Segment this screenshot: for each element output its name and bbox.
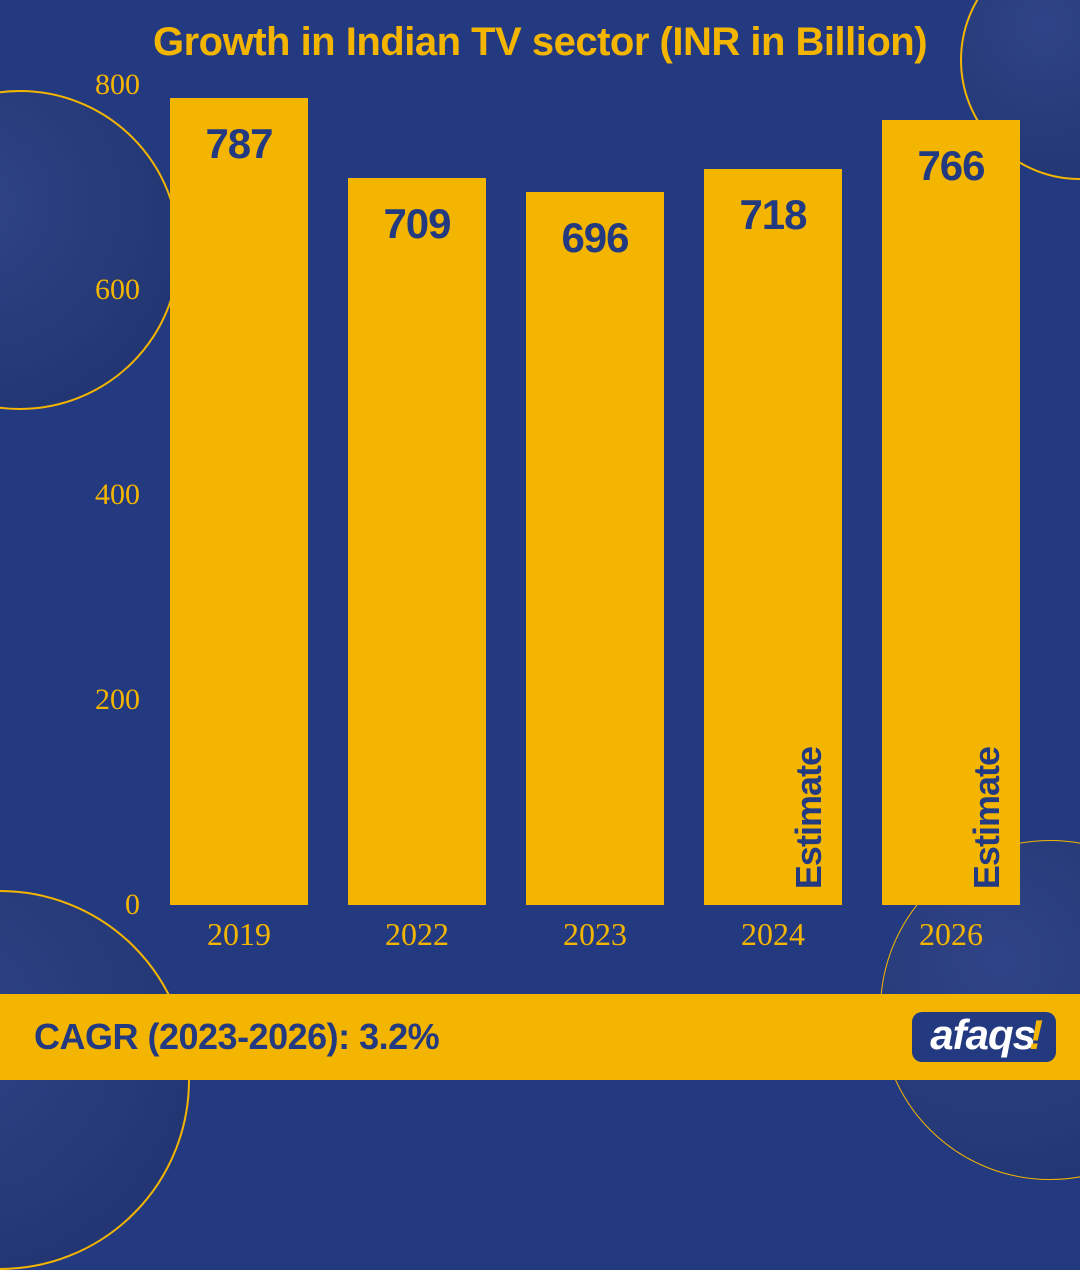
bar: 718 Estimate xyxy=(704,169,843,905)
y-axis-tick: 200 xyxy=(80,683,140,717)
bar-value-label: 696 xyxy=(561,214,628,262)
y-axis-tick: 800 xyxy=(80,68,140,102)
bar: 709 xyxy=(348,178,487,905)
x-axis-label: 2023 xyxy=(506,916,684,953)
bar: 787 xyxy=(170,98,309,905)
bar-value-label: 718 xyxy=(739,191,806,239)
y-axis-tick: 400 xyxy=(80,478,140,512)
x-axis-label: 2022 xyxy=(328,916,506,953)
estimate-label: Estimate xyxy=(788,747,830,889)
chart-title: Growth in Indian TV sector (INR in Billi… xyxy=(0,20,1080,65)
bar-column: 7872019 xyxy=(150,85,328,905)
y-axis-tick: 0 xyxy=(80,888,140,922)
bar-value-label: 766 xyxy=(917,142,984,190)
x-axis-label: 2019 xyxy=(150,916,328,953)
estimate-label: Estimate xyxy=(966,747,1008,889)
bar-column: 766Estimate2026 xyxy=(862,85,1040,905)
bar-chart: 0200400600800 787201970920226962023718Es… xyxy=(80,85,1040,955)
logo-exclamation-icon: ! xyxy=(1029,1011,1042,1058)
bar: 766 Estimate xyxy=(882,120,1021,905)
afaqs-logo: afaqs! xyxy=(912,1012,1056,1062)
bar-value-label: 709 xyxy=(383,200,450,248)
logo-text: afaqs! xyxy=(912,1012,1056,1062)
y-axis-tick: 600 xyxy=(80,273,140,307)
x-axis-label: 2026 xyxy=(862,916,1040,953)
bar-column: 718Estimate2024 xyxy=(684,85,862,905)
bar: 696 xyxy=(526,192,665,905)
bar-column: 7092022 xyxy=(328,85,506,905)
bar-column: 6962023 xyxy=(506,85,684,905)
footer-bar: CAGR (2023-2026): 3.2% afaqs! xyxy=(0,994,1080,1080)
bar-value-label: 787 xyxy=(205,120,272,168)
x-axis-label: 2024 xyxy=(684,916,862,953)
cagr-text: CAGR (2023-2026): 3.2% xyxy=(34,1016,439,1058)
